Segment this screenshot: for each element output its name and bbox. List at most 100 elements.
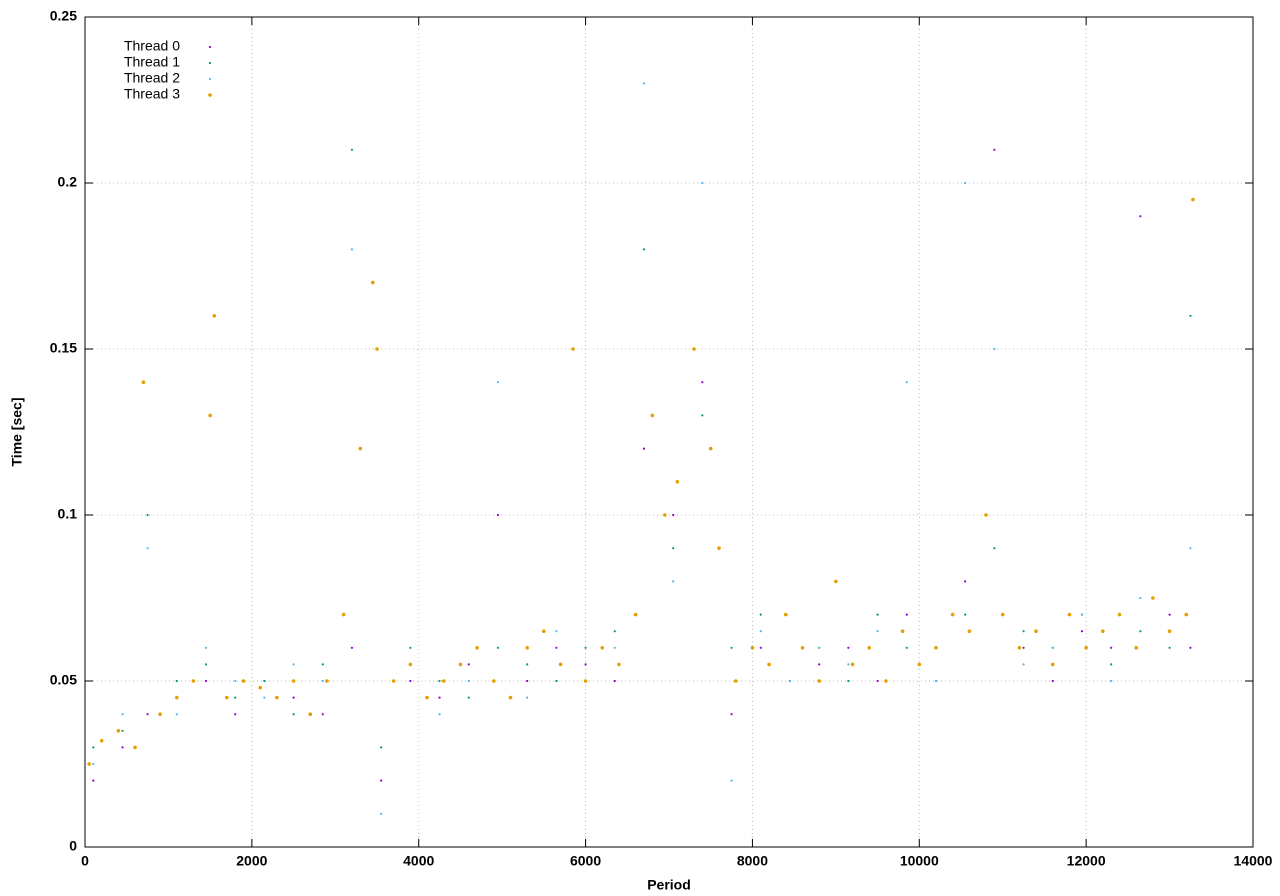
point <box>208 413 212 418</box>
point <box>613 630 616 633</box>
point <box>708 446 713 451</box>
point <box>1110 646 1113 649</box>
point <box>834 579 838 584</box>
point <box>984 513 988 517</box>
point <box>900 629 905 633</box>
point <box>672 513 675 517</box>
point <box>371 280 375 285</box>
point <box>121 729 124 732</box>
x-tick-label: 4000 <box>403 853 434 869</box>
point <box>526 696 529 699</box>
point <box>1139 630 1142 633</box>
point <box>467 663 470 666</box>
point <box>258 685 263 690</box>
point <box>92 746 95 749</box>
legend-label: Thread 3 <box>124 86 180 102</box>
point <box>321 679 324 683</box>
y-tick-label: 0.25 <box>50 8 77 24</box>
point <box>1022 663 1025 666</box>
point <box>467 679 470 683</box>
point <box>146 513 149 517</box>
point <box>1139 596 1142 600</box>
point <box>1184 612 1189 617</box>
point <box>730 646 733 649</box>
point <box>263 696 266 699</box>
point <box>1189 646 1192 649</box>
point <box>584 663 587 666</box>
point <box>555 679 558 683</box>
point <box>191 679 196 683</box>
point <box>321 663 324 666</box>
point <box>525 646 529 650</box>
y-tick-label: 0.05 <box>50 672 77 688</box>
point <box>409 679 412 683</box>
point <box>133 745 137 750</box>
point <box>993 148 996 151</box>
point <box>876 613 879 616</box>
point <box>380 812 383 815</box>
point <box>291 679 296 683</box>
point <box>325 679 329 683</box>
point <box>934 646 938 650</box>
point <box>1080 613 1084 616</box>
point <box>617 662 621 667</box>
point <box>121 746 124 749</box>
point <box>1117 612 1122 617</box>
point <box>733 679 738 683</box>
legend-marker <box>208 61 212 65</box>
point <box>600 646 605 650</box>
point <box>730 713 733 716</box>
point <box>234 696 237 699</box>
point <box>1034 629 1038 633</box>
point <box>759 613 762 616</box>
point <box>1110 663 1113 666</box>
point <box>730 779 733 782</box>
point <box>350 248 354 251</box>
point <box>292 663 295 666</box>
point <box>1051 679 1054 683</box>
x-axis-label: Period <box>647 877 691 893</box>
point <box>642 82 646 85</box>
x-tick-label: 10000 <box>900 853 939 869</box>
x-tick-label: 6000 <box>570 853 601 869</box>
point <box>950 612 955 617</box>
point <box>867 646 872 650</box>
y-tick-label: 0 <box>69 838 77 854</box>
point <box>409 646 412 649</box>
point <box>308 712 313 716</box>
point <box>571 347 575 351</box>
point <box>701 414 704 417</box>
point <box>555 630 558 633</box>
point <box>784 612 788 617</box>
point <box>542 629 546 633</box>
point <box>425 695 429 700</box>
point <box>558 662 563 667</box>
point <box>1189 547 1192 550</box>
point <box>1051 646 1054 649</box>
point <box>967 629 972 633</box>
point <box>458 662 463 667</box>
point <box>341 612 346 617</box>
point <box>750 646 755 650</box>
point <box>583 679 588 683</box>
point <box>241 679 246 683</box>
point <box>87 762 91 766</box>
legend-label: Thread 2 <box>124 70 180 86</box>
point <box>759 646 762 649</box>
point <box>358 446 363 451</box>
point <box>847 646 850 649</box>
point <box>701 181 704 185</box>
point <box>584 646 587 649</box>
point <box>905 381 908 384</box>
point <box>1191 197 1195 202</box>
point <box>1139 215 1142 218</box>
point <box>917 662 922 667</box>
point <box>692 347 696 351</box>
plot-frame <box>84 16 1254 848</box>
point <box>650 413 655 418</box>
point <box>633 612 638 617</box>
point <box>526 679 529 683</box>
point <box>847 679 850 683</box>
point <box>212 314 217 318</box>
